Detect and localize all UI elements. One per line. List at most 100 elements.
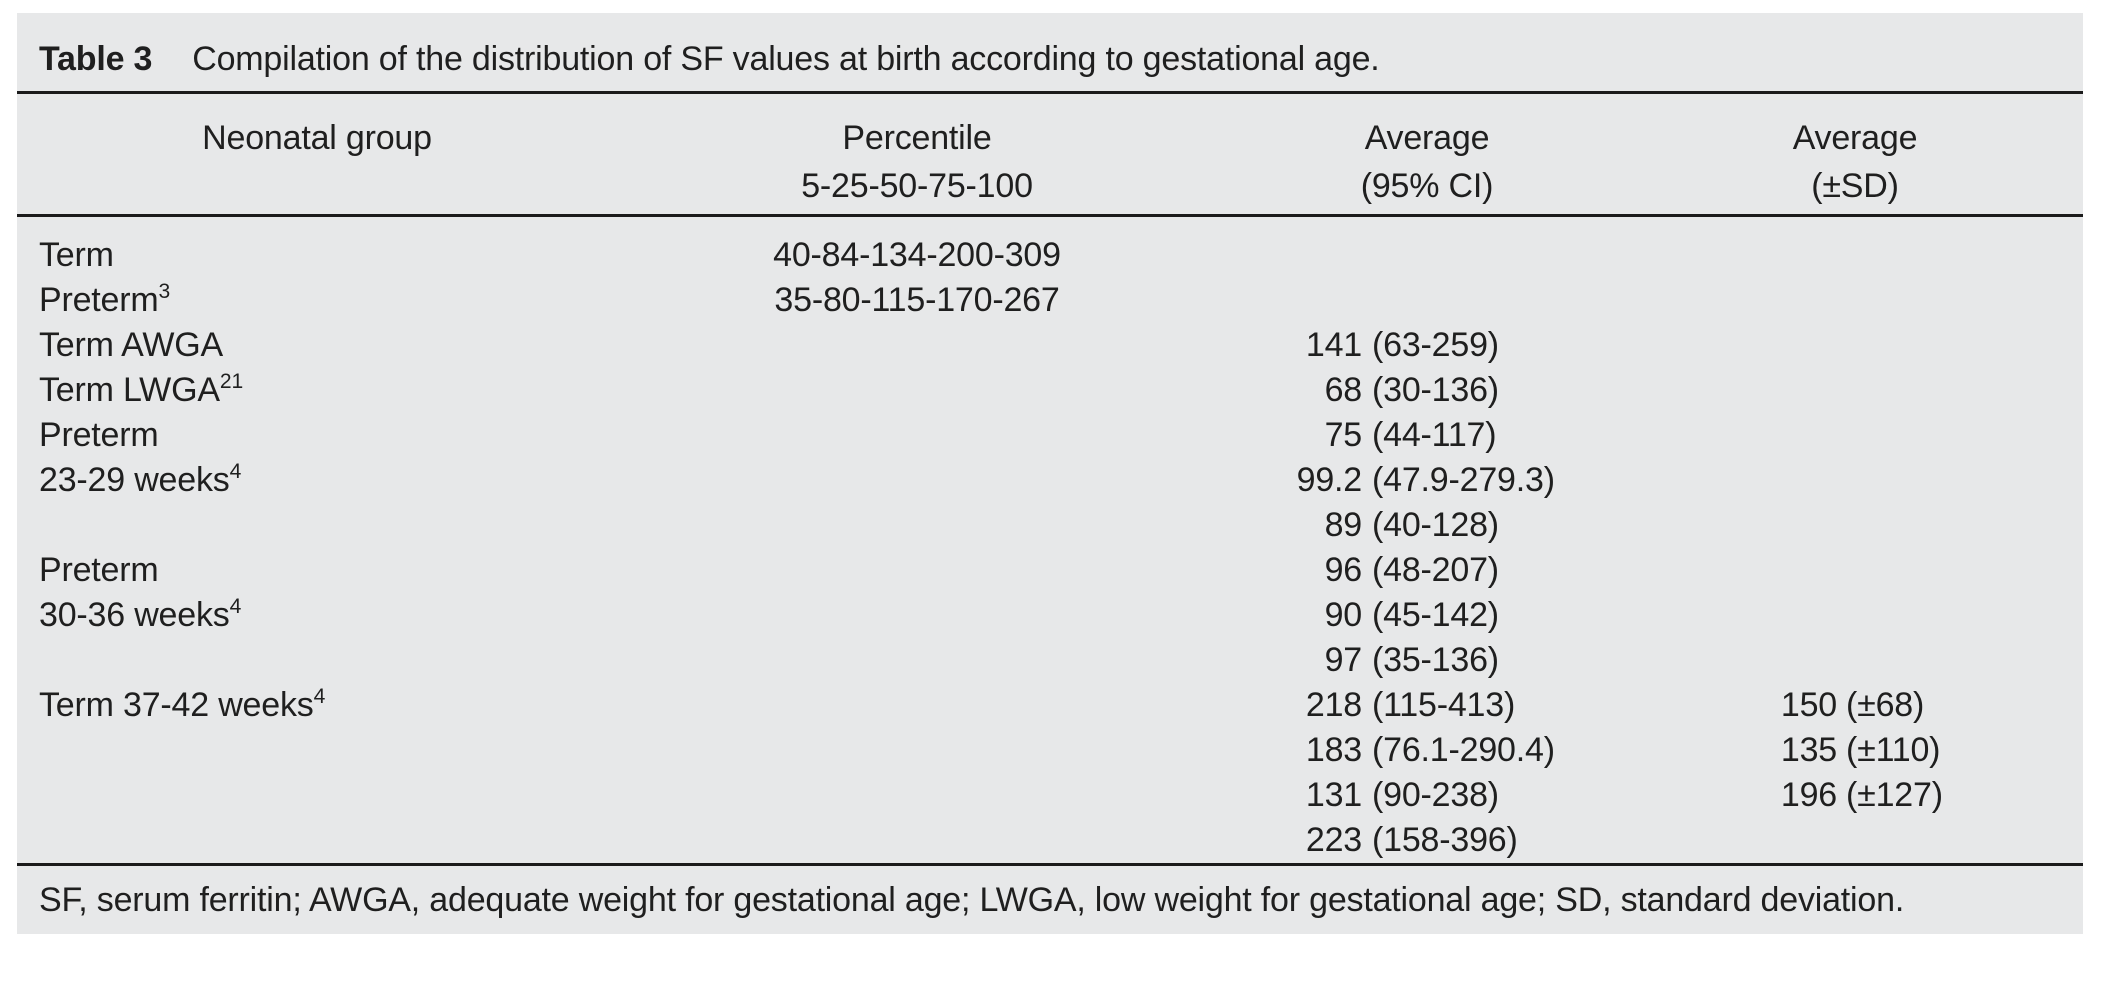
table-row: Term AWGA 141 (63-259)	[17, 323, 2083, 368]
percentile-cell	[617, 818, 1217, 865]
ci-value: 223	[1305, 821, 1362, 859]
ci-range: (63-259)	[1372, 326, 1499, 364]
group-sup: 4	[229, 595, 242, 618]
avg-sd-cell: 196 (±127)	[1777, 773, 2083, 818]
ci-value: 75	[1324, 416, 1363, 454]
group-cell	[17, 728, 617, 773]
table-row: 97 (35-136)	[17, 638, 2083, 683]
table-row: Preterm 75 (44-117)	[17, 413, 2083, 458]
avg-sd-cell	[1777, 548, 2083, 593]
group-sup: 3	[158, 280, 171, 303]
group-cell: Term	[17, 216, 617, 279]
avg-sd-cell	[1777, 216, 2083, 279]
avg-ci-cell: 183 (76.1-290.4)	[1217, 728, 1777, 773]
sd-range: (±127)	[1846, 776, 1943, 814]
percentile-cell	[617, 323, 1217, 368]
ci-range: (47.9-279.3)	[1372, 461, 1555, 499]
group-cell: Preterm	[17, 413, 617, 458]
table-panel: Table 3 Compilation of the distribution o…	[17, 13, 2083, 934]
ci-value: 90	[1324, 596, 1363, 634]
header-percentile-line1: Percentile	[842, 119, 992, 157]
group-label: Preterm	[39, 281, 159, 319]
col-header-neonatal-group: Neonatal group	[17, 92, 617, 217]
avg-sd-cell	[1777, 413, 2083, 458]
group-label: Preterm	[39, 551, 159, 589]
group-sup: 4	[229, 460, 242, 483]
avg-ci-cell: 89 (40-128)	[1217, 503, 1777, 548]
avg-ci-cell: 218 (115-413)	[1217, 683, 1777, 728]
group-cell: Term LWGA21	[17, 368, 617, 413]
table-body: Term 40-84-134-200-309 Preterm3 35-80-11…	[17, 216, 2083, 865]
ci-range: (158-396)	[1372, 821, 1518, 859]
group-label: 30-36 weeks	[39, 596, 230, 634]
avg-sd-cell	[1777, 278, 2083, 323]
percentile-cell	[617, 683, 1217, 728]
table-row: 23-29 weeks4 99.2 (47.9-279.3)	[17, 458, 2083, 503]
ci-range: (40-128)	[1372, 506, 1499, 544]
ci-range: (76.1-290.4)	[1372, 731, 1555, 769]
avg-sd-cell	[1777, 503, 2083, 548]
group-cell: Preterm	[17, 548, 617, 593]
ci-value: 96	[1324, 551, 1363, 589]
table-row: 89 (40-128)	[17, 503, 2083, 548]
group-label: Term	[39, 236, 114, 274]
ci-range: (48-207)	[1372, 551, 1499, 589]
group-cell	[17, 773, 617, 818]
group-cell: Preterm3	[17, 278, 617, 323]
avg-sd-cell	[1777, 368, 2083, 413]
avg-sd-cell: 135 (±110)	[1777, 728, 2083, 773]
avg-ci-cell	[1217, 216, 1777, 279]
avg-ci-cell: 90 (45-142)	[1217, 593, 1777, 638]
group-cell	[17, 503, 617, 548]
percentile-cell	[617, 413, 1217, 458]
header-group-line1: Neonatal group	[202, 119, 432, 157]
table-row: 131 (90-238) 196 (±127)	[17, 773, 2083, 818]
avg-ci-cell: 97 (35-136)	[1217, 638, 1777, 683]
percentile-cell: 40-84-134-200-309	[773, 236, 1061, 274]
ci-value: 141	[1305, 326, 1362, 364]
group-cell: 23-29 weeks4	[17, 458, 617, 503]
avg-sd-cell: 150 (±68)	[1777, 683, 2083, 728]
group-label: 23-29 weeks	[39, 461, 230, 499]
ci-value: 99.2	[1296, 461, 1363, 499]
group-label: Term AWGA	[39, 326, 223, 364]
ci-range: (45-142)	[1372, 596, 1499, 634]
percentile-cell	[617, 503, 1217, 548]
header-avg-sd-line1: Average	[1792, 119, 1918, 157]
group-sup: 21	[219, 370, 244, 393]
col-header-average-ci: Average (95% CI)	[1217, 92, 1777, 217]
table-footnote: SF, serum ferritin; AWGA, adequate weigh…	[39, 881, 1905, 919]
avg-ci-cell: 68 (30-136)	[1217, 368, 1777, 413]
group-cell	[17, 638, 617, 683]
sd-value: 196	[1780, 776, 1837, 814]
group-label: Term LWGA	[39, 371, 220, 409]
table-row: 30-36 weeks4 90 (45-142)	[17, 593, 2083, 638]
header-percentile-line2: 5-25-50-75-100	[801, 167, 1033, 205]
ci-value: 68	[1324, 371, 1363, 409]
percentile-cell	[617, 638, 1217, 683]
ci-range: (35-136)	[1372, 641, 1499, 679]
col-header-percentile: Percentile 5-25-50-75-100	[617, 92, 1217, 217]
avg-ci-cell	[1217, 278, 1777, 323]
percentile-cell	[617, 458, 1217, 503]
group-sup: 4	[313, 685, 326, 708]
sd-range: (±68)	[1846, 686, 1925, 724]
avg-sd-cell	[1777, 458, 2083, 503]
avg-sd-cell	[1777, 818, 2083, 865]
percentile-cell	[617, 548, 1217, 593]
ci-range: (44-117)	[1372, 416, 1497, 454]
ci-range: (30-136)	[1372, 371, 1499, 409]
table-row: Term 40-84-134-200-309	[17, 216, 2083, 279]
group-cell: Term 37-42 weeks4	[17, 683, 617, 728]
table-row: 183 (76.1-290.4) 135 (±110)	[17, 728, 2083, 773]
table-row: Preterm 96 (48-207)	[17, 548, 2083, 593]
ci-value: 218	[1305, 686, 1362, 724]
avg-ci-cell: 223 (158-396)	[1217, 818, 1777, 865]
avg-ci-cell: 99.2 (47.9-279.3)	[1217, 458, 1777, 503]
table-row: 223 (158-396)	[17, 818, 2083, 865]
table-header: Neonatal group Percentile 5-25-50-75-100…	[17, 92, 2083, 217]
table-caption: Table 3 Compilation of the distribution o…	[17, 13, 2083, 91]
table-number: Table 3	[39, 40, 153, 78]
group-cell: Term AWGA	[17, 323, 617, 368]
group-cell	[17, 818, 617, 865]
